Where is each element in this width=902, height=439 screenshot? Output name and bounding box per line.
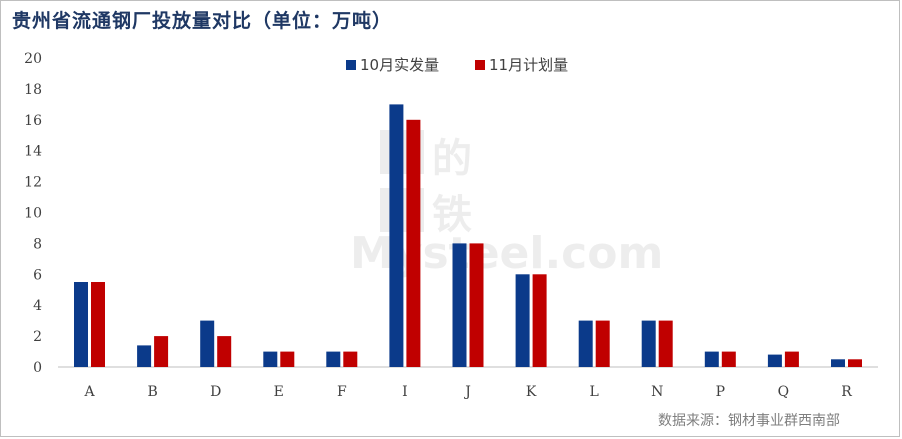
bar-J-series-1	[452, 243, 467, 367]
bar-R-series-2	[848, 359, 862, 367]
bar-F-series-1	[326, 351, 341, 367]
legend-swatch-series-2	[475, 60, 485, 70]
legend-label-series-2: 11月计划量	[489, 56, 568, 74]
bar-L-series-2	[595, 320, 610, 367]
bar-D-series-2	[217, 336, 232, 367]
bar-R-series-1	[831, 359, 845, 367]
legend: 10月实发量 11月计划量	[346, 56, 568, 74]
y-tick-label: 14	[24, 144, 42, 160]
x-tick-label: F	[337, 384, 347, 400]
y-tick-label: 0	[33, 360, 42, 376]
x-tick-label: K	[526, 384, 537, 400]
bar-E-series-1	[263, 351, 278, 367]
bar-Q-series-1	[767, 354, 782, 367]
bar-P-series-2	[721, 351, 736, 367]
bar-B-series-2	[154, 336, 169, 367]
bar-I-series-1	[389, 104, 404, 368]
bar-E-series-2	[280, 351, 295, 367]
x-tick-label: P	[716, 384, 725, 400]
x-tick-label: R	[841, 384, 852, 400]
chart-title: 贵州省流通钢厂投放量对比（单位：万吨）	[12, 10, 393, 32]
y-tick-label: 20	[24, 51, 42, 67]
bar-F-series-2	[343, 351, 358, 367]
bar-K-series-1	[515, 274, 530, 367]
bar-I-series-2	[406, 119, 421, 367]
y-tick-label: 4	[33, 298, 42, 314]
data-source-note: 数据来源：钢材事业群西南部	[658, 413, 840, 429]
x-tick-label: Q	[778, 384, 789, 400]
bar-Q-series-2	[784, 351, 799, 367]
y-tick-label: 8	[33, 236, 42, 252]
y-tick-label: 16	[24, 113, 42, 129]
y-tick-label: 2	[33, 329, 42, 345]
x-tick-label: N	[651, 384, 663, 400]
y-tick-label: 12	[24, 175, 42, 191]
bar-K-series-2	[532, 274, 547, 367]
bar-P-series-1	[704, 351, 719, 367]
bar-B-series-1	[137, 345, 152, 367]
watermark-glyph-2: 铁	[432, 192, 472, 238]
y-axis: 0 2 4 6 8 10 12 14 16 18 20	[24, 51, 42, 376]
bar-N-series-2	[658, 320, 673, 367]
bar-A-series-1	[74, 282, 88, 367]
y-tick-label: 18	[24, 82, 42, 98]
x-tick-label: D	[210, 384, 221, 400]
x-tick-label: E	[274, 384, 284, 400]
bar-A-series-2	[91, 282, 105, 367]
x-tick-label: A	[83, 384, 95, 400]
bar-L-series-1	[578, 320, 593, 367]
bars	[74, 104, 862, 368]
bar-N-series-1	[641, 320, 656, 367]
bar-J-series-2	[469, 243, 484, 367]
x-tick-label: I	[402, 384, 408, 400]
y-tick-label: 6	[33, 267, 42, 283]
legend-swatch-series-1	[346, 60, 356, 70]
x-tick-label: B	[147, 384, 157, 400]
x-tick-label: L	[590, 384, 599, 400]
x-tick-label: J	[463, 384, 471, 400]
y-tick-label: 10	[24, 206, 42, 222]
watermark-glyph-1: 的	[432, 136, 472, 182]
legend-label-series-1: 10月实发量	[360, 56, 439, 74]
bar-D-series-1	[200, 320, 215, 367]
